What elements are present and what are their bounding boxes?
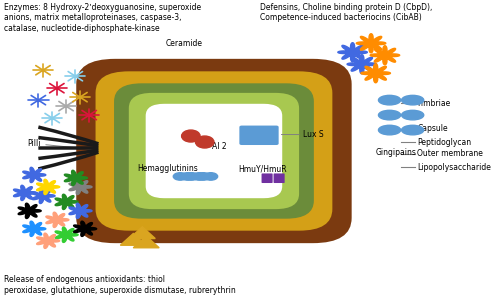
Ellipse shape bbox=[402, 110, 423, 120]
Text: Hemagglutinins: Hemagglutinins bbox=[138, 165, 198, 173]
Polygon shape bbox=[55, 194, 78, 210]
Text: Defensins, Choline binding protein D (CbpD),
Competence-induced bacteriocins (Ci: Defensins, Choline binding protein D (Cb… bbox=[260, 3, 432, 22]
FancyBboxPatch shape bbox=[274, 173, 284, 183]
Text: Release of endogenous antioxidants: thiol
peroxidase, glutathione, superoxide di: Release of endogenous antioxidants: thio… bbox=[4, 275, 235, 294]
Text: Capsule: Capsule bbox=[418, 124, 448, 133]
FancyBboxPatch shape bbox=[240, 126, 279, 145]
Polygon shape bbox=[46, 212, 69, 227]
Polygon shape bbox=[69, 203, 92, 218]
Circle shape bbox=[196, 136, 214, 148]
Polygon shape bbox=[370, 46, 400, 65]
Polygon shape bbox=[361, 64, 390, 83]
Ellipse shape bbox=[174, 173, 187, 180]
Ellipse shape bbox=[192, 173, 206, 180]
Polygon shape bbox=[74, 221, 96, 236]
Polygon shape bbox=[130, 227, 156, 239]
FancyBboxPatch shape bbox=[114, 83, 314, 219]
Polygon shape bbox=[120, 233, 146, 245]
Polygon shape bbox=[64, 170, 88, 185]
FancyBboxPatch shape bbox=[262, 173, 272, 183]
Ellipse shape bbox=[180, 173, 194, 180]
Text: Enzymes: 8 Hydroxy-2ʼdeoxyguanosine, superoxide
anions, matrix metalloproteinase: Enzymes: 8 Hydroxy-2ʼdeoxyguanosine, sup… bbox=[4, 3, 201, 33]
Polygon shape bbox=[32, 188, 55, 204]
Text: Lux S: Lux S bbox=[302, 130, 324, 139]
Polygon shape bbox=[347, 55, 376, 74]
Polygon shape bbox=[14, 185, 36, 201]
Text: HmuY/HmuR: HmuY/HmuR bbox=[238, 165, 287, 173]
Ellipse shape bbox=[378, 95, 400, 105]
Text: Peptidoglycan: Peptidoglycan bbox=[418, 137, 472, 146]
Text: Lipopolysaccharide: Lipopolysaccharide bbox=[418, 163, 491, 172]
Polygon shape bbox=[23, 221, 46, 236]
Ellipse shape bbox=[185, 173, 198, 180]
Polygon shape bbox=[36, 179, 60, 194]
Polygon shape bbox=[55, 227, 78, 243]
Ellipse shape bbox=[204, 173, 218, 180]
Ellipse shape bbox=[378, 125, 400, 135]
Polygon shape bbox=[356, 34, 386, 53]
Ellipse shape bbox=[402, 95, 423, 105]
Ellipse shape bbox=[196, 173, 210, 180]
Polygon shape bbox=[69, 179, 92, 194]
Text: Ceramide: Ceramide bbox=[166, 39, 202, 48]
FancyBboxPatch shape bbox=[146, 104, 282, 198]
Ellipse shape bbox=[378, 110, 400, 120]
Polygon shape bbox=[338, 43, 368, 62]
Text: AI 2: AI 2 bbox=[212, 142, 226, 151]
Text: Pilli: Pilli bbox=[27, 139, 91, 149]
Ellipse shape bbox=[402, 125, 423, 135]
Text: Gingipains: Gingipains bbox=[376, 148, 417, 157]
Polygon shape bbox=[23, 167, 46, 183]
FancyBboxPatch shape bbox=[76, 59, 351, 243]
Polygon shape bbox=[134, 236, 159, 248]
Text: Fimbriae: Fimbriae bbox=[418, 99, 450, 108]
Polygon shape bbox=[18, 203, 41, 218]
Polygon shape bbox=[36, 233, 60, 248]
Text: Outer membrane: Outer membrane bbox=[418, 149, 483, 159]
FancyBboxPatch shape bbox=[96, 71, 332, 231]
Circle shape bbox=[182, 130, 200, 142]
FancyBboxPatch shape bbox=[129, 93, 299, 209]
